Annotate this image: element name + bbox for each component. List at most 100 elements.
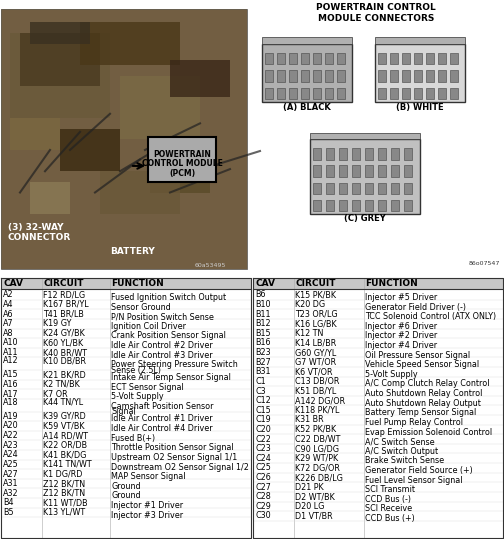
Text: A27: A27: [3, 469, 19, 479]
Text: Signal: Signal: [111, 407, 136, 416]
Text: G60 GY/YL: G60 GY/YL: [295, 348, 336, 357]
Bar: [265, 53, 273, 64]
Text: K12 TN: K12 TN: [295, 329, 324, 338]
Bar: [375, 37, 465, 44]
Text: K21 BK/RD: K21 BK/RD: [43, 370, 86, 379]
Text: K118 PK/YL: K118 PK/YL: [295, 406, 339, 414]
Text: CIRCUIT: CIRCUIT: [43, 279, 84, 288]
Text: A23: A23: [3, 441, 19, 450]
Text: C22: C22: [255, 434, 271, 444]
Text: CAV: CAV: [255, 279, 275, 288]
Text: Oil Pressure Sensor Signal: Oil Pressure Sensor Signal: [365, 351, 470, 360]
Text: Ground: Ground: [111, 492, 141, 500]
Bar: [262, 44, 352, 102]
Text: CCD Bus (-): CCD Bus (-): [365, 495, 411, 504]
Text: K13 YL/WT: K13 YL/WT: [43, 508, 85, 517]
Text: Fuel Pump Relay Control: Fuel Pump Relay Control: [365, 418, 463, 427]
Text: Brake Switch Sense: Brake Switch Sense: [365, 457, 444, 465]
Text: K20 DG: K20 DG: [295, 300, 325, 309]
Bar: [301, 53, 309, 64]
Text: Sense (2.5L): Sense (2.5L): [111, 366, 161, 375]
Text: K60 YL/BK: K60 YL/BK: [43, 338, 83, 348]
Text: K7 OR: K7 OR: [43, 390, 68, 398]
Text: CCD Bus (+): CCD Bus (+): [365, 514, 415, 523]
Text: A11: A11: [3, 348, 19, 357]
Bar: [414, 88, 422, 99]
Bar: [390, 53, 398, 64]
Text: Sensor Ground: Sensor Ground: [111, 302, 171, 312]
Bar: [339, 148, 347, 160]
Text: A20: A20: [3, 421, 19, 431]
Text: Z12 BK/TN: Z12 BK/TN: [43, 479, 85, 488]
Bar: [337, 53, 345, 64]
Bar: [404, 165, 412, 177]
Text: 5-Volt Supply: 5-Volt Supply: [365, 370, 418, 379]
Text: C3: C3: [255, 386, 266, 396]
Text: C30: C30: [255, 512, 271, 521]
Text: C19: C19: [255, 416, 271, 424]
Bar: [325, 70, 333, 81]
Text: A12: A12: [3, 356, 19, 365]
Text: Injector #4 Driver: Injector #4 Driver: [365, 341, 437, 350]
Text: C29: C29: [255, 502, 271, 511]
Text: A24: A24: [3, 450, 19, 459]
Bar: [148, 137, 216, 182]
Text: K44 TN/YL: K44 TN/YL: [43, 398, 83, 407]
Bar: [150, 139, 210, 192]
Bar: [30, 182, 70, 214]
Bar: [30, 22, 90, 44]
Text: (3) 32-WAY: (3) 32-WAY: [8, 223, 64, 232]
Text: Vehicle Speed Sensor Signal: Vehicle Speed Sensor Signal: [365, 360, 479, 369]
Text: K51 DB/YL: K51 DB/YL: [295, 386, 336, 396]
Text: B31: B31: [255, 367, 271, 376]
Bar: [365, 165, 373, 177]
Bar: [1, 9, 247, 269]
Text: A15: A15: [3, 370, 19, 379]
Text: A17: A17: [3, 390, 19, 398]
Bar: [289, 53, 297, 64]
Text: K6 VT/OR: K6 VT/OR: [295, 367, 333, 376]
Bar: [262, 37, 352, 44]
Bar: [450, 70, 458, 81]
Bar: [404, 183, 412, 194]
Bar: [337, 70, 345, 81]
Text: B5: B5: [3, 508, 14, 517]
Bar: [10, 118, 60, 150]
Bar: [60, 129, 120, 171]
Text: A22: A22: [3, 431, 19, 440]
Bar: [414, 70, 422, 81]
Bar: [289, 70, 297, 81]
Text: C28: C28: [255, 492, 271, 501]
Bar: [339, 199, 347, 211]
Text: K226 DB/LG: K226 DB/LG: [295, 473, 343, 482]
Text: K141 TN/WT: K141 TN/WT: [43, 460, 92, 469]
Text: C20: C20: [255, 425, 271, 434]
Bar: [404, 199, 412, 211]
Text: (C) GREY: (C) GREY: [344, 214, 386, 223]
Text: K1 DG/RD: K1 DG/RD: [43, 469, 82, 479]
Text: Power Steering Pressure Switch: Power Steering Pressure Switch: [111, 360, 238, 369]
Text: K14 LB/BR: K14 LB/BR: [295, 338, 336, 348]
Text: Injector #6 Driver: Injector #6 Driver: [365, 322, 437, 331]
Text: Idle Air Control #2 Driver: Idle Air Control #2 Driver: [111, 341, 213, 350]
Bar: [313, 53, 321, 64]
Bar: [313, 199, 322, 211]
Text: C22 DB/WT: C22 DB/WT: [295, 434, 340, 444]
Text: B4: B4: [3, 499, 14, 507]
Text: K72 DG/OR: K72 DG/OR: [295, 464, 340, 472]
Bar: [10, 33, 110, 118]
Text: (A) BLACK: (A) BLACK: [283, 102, 331, 112]
Bar: [414, 53, 422, 64]
Text: C25: C25: [255, 464, 271, 472]
Text: SCI Receive: SCI Receive: [365, 505, 412, 514]
Text: POWERTRAIN CONTROL
MODULE CONNECTORS: POWERTRAIN CONTROL MODULE CONNECTORS: [316, 3, 436, 23]
Bar: [301, 70, 309, 81]
Bar: [426, 70, 434, 81]
Text: Evap Emission Solenoid Control: Evap Emission Solenoid Control: [365, 427, 492, 437]
Text: A14 RD/WT: A14 RD/WT: [43, 431, 88, 440]
Text: Idle Air Control #1 Driver: Idle Air Control #1 Driver: [111, 414, 213, 424]
Bar: [339, 183, 347, 194]
Text: A6: A6: [3, 309, 14, 319]
Text: K39 GY/RD: K39 GY/RD: [43, 412, 86, 421]
Text: CAV: CAV: [3, 279, 23, 288]
